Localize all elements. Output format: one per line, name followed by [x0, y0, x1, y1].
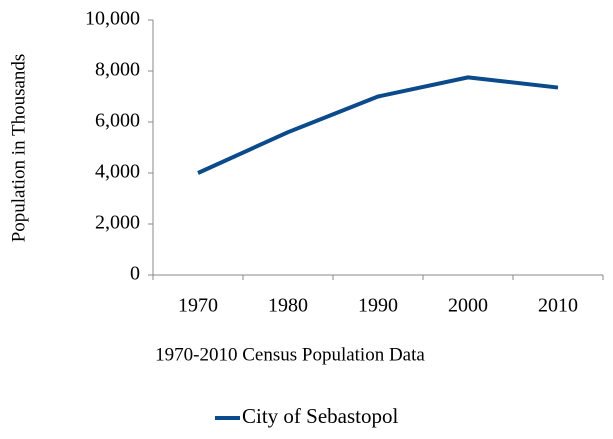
- x-axis-label: 1970-2010 Census Population Data: [155, 344, 425, 365]
- y-tick-label: 8,000: [95, 59, 140, 81]
- legend-label: City of Sebastopol: [242, 404, 398, 428]
- y-tick-label: 2,000: [95, 212, 140, 234]
- x-tick-label: 1980: [268, 295, 308, 317]
- y-tick-label: 0: [130, 263, 140, 285]
- y-axis-label: Population in Thousands: [8, 54, 29, 243]
- x-tick-label: 2010: [538, 295, 578, 317]
- x-tick-label: 2000: [448, 295, 488, 317]
- y-tick-label: 6,000: [95, 110, 140, 132]
- y-tick-label: 4,000: [95, 161, 140, 183]
- y-tick-label: 10,000: [85, 8, 140, 30]
- x-tick-label: 1990: [358, 295, 398, 317]
- line-series: [197, 75, 559, 175]
- x-tick-label: 1970: [178, 295, 218, 317]
